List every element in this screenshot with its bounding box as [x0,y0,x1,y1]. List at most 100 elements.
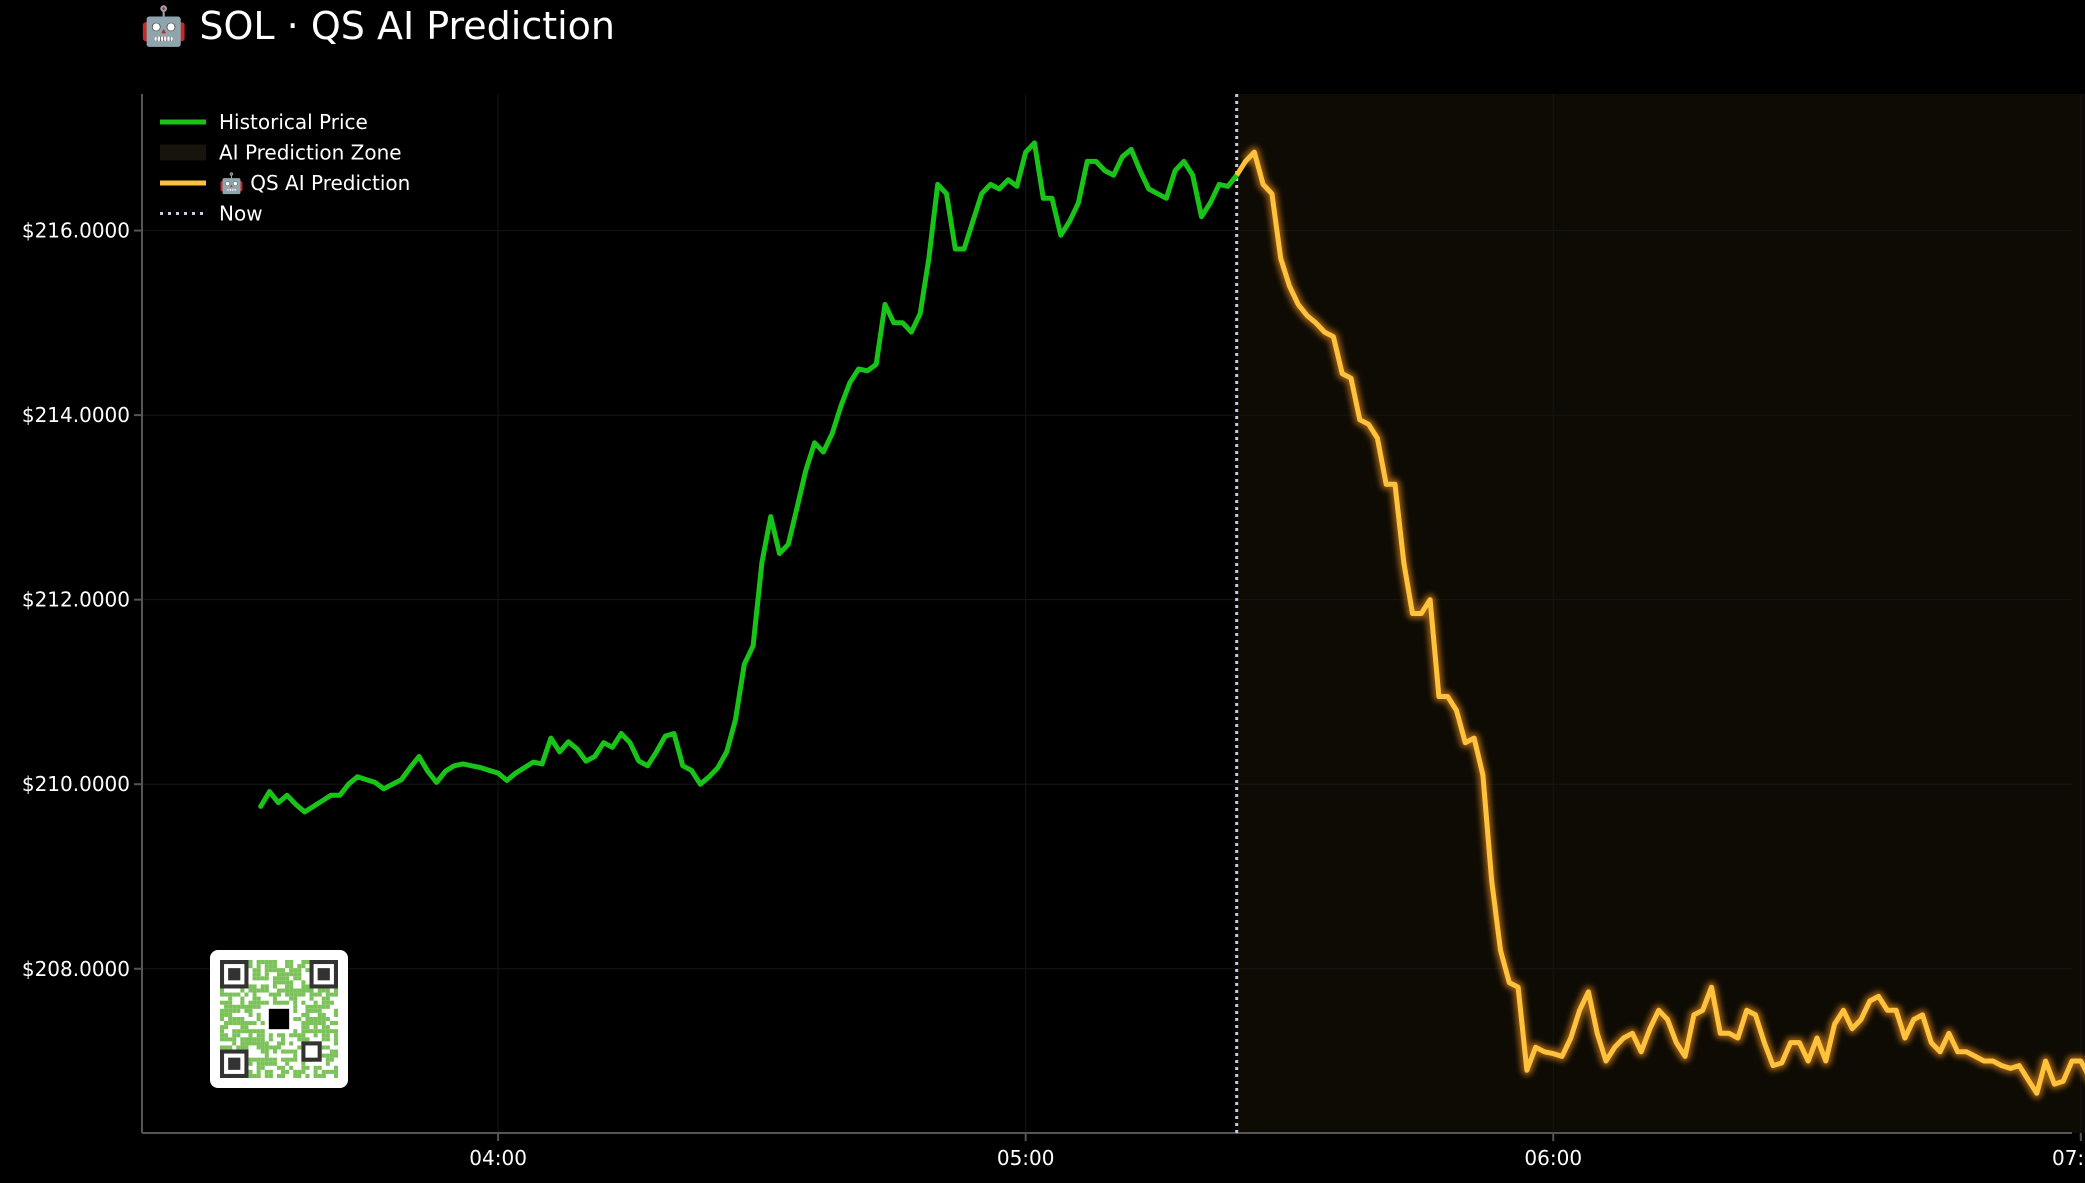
qr-module [272,1049,277,1054]
qr-module [256,1073,261,1078]
qr-module [281,1000,286,1005]
qr-module [325,1069,330,1074]
qr-module [248,1021,253,1026]
qr-module [325,988,330,993]
qr-module [252,1041,257,1046]
qr-module [276,980,282,985]
qr-module [276,988,282,993]
qr-module [220,1016,225,1022]
qr-module [256,996,261,1001]
qr-module [264,1041,269,1046]
qr-module [289,964,294,969]
qr-module [289,1065,294,1070]
qr-module [293,1000,298,1005]
qr-module [260,1033,265,1038]
qr-module [256,976,261,981]
qr-module [252,992,257,997]
qr-module [333,1049,338,1054]
qr-module [272,1061,277,1066]
qr-code-icon [210,950,348,1088]
qr-module [276,1073,282,1078]
qr-module [236,1008,241,1013]
qr-module [333,1037,338,1042]
qr-module [264,1049,269,1054]
qr-module [256,960,261,965]
qr-module [285,960,290,965]
qr-module [293,1004,298,1009]
qr-module [309,1021,314,1026]
qr-module [301,1029,306,1034]
qr-module [285,1061,290,1066]
qr-module [268,1069,273,1074]
qr-module [301,1000,306,1005]
qr-module [232,1037,237,1042]
qr-module [244,992,249,997]
qr-module [264,984,269,989]
qr-module [224,992,229,997]
qr-module [293,1029,298,1034]
qr-module [220,1008,225,1013]
qr-module [301,1065,306,1070]
qr-module [297,972,302,977]
qr-module [248,1061,253,1066]
qr-module [264,1061,269,1066]
qr-module [293,972,298,977]
qr-module [293,1049,298,1054]
qr-module [329,992,334,997]
qr-module [232,1004,237,1009]
qr-module [297,976,302,981]
qr-module [329,1029,334,1034]
chart-title: 🤖 SOL · QS AI Prediction [140,4,615,48]
qr-module [289,984,294,989]
qr-module [236,1016,241,1022]
qr-module [281,1069,286,1074]
qr-module [248,1073,253,1078]
qr-module [297,1073,302,1078]
qr-module [297,1037,302,1042]
qr-module [228,992,233,997]
qr-module [252,988,257,993]
qr-module [317,1021,322,1026]
qr-module [325,1053,330,1058]
qr-module [220,1000,225,1005]
qr-module [333,1073,338,1078]
qr-module [232,1033,237,1038]
qr-module [220,1033,225,1038]
qr-module [301,1021,306,1026]
qr-module [264,964,269,969]
qr-module [252,972,257,977]
qr-module [301,1061,306,1066]
qr-module [260,1049,265,1054]
qr-module [256,1037,261,1042]
qr-module [268,1037,273,1042]
qr-module [301,1012,306,1017]
qr-module [260,1045,265,1050]
qr-module [260,1000,265,1005]
qr-module [309,992,314,997]
qr-module [228,1008,233,1013]
qr-module [321,1073,326,1078]
qr-module [236,1021,241,1026]
y-tick-label: $210.0000 [22,772,130,796]
qr-module [276,1041,282,1046]
qr-module [333,988,338,993]
qr-module [317,1004,322,1009]
qr-module [248,984,253,989]
qr-module [325,1057,330,1062]
qr-module [305,1021,310,1026]
qr-module [264,972,269,977]
qr-module [264,1045,269,1050]
qr-module [285,972,290,977]
qr-module [272,1000,277,1005]
qr-module [256,972,261,977]
x-tick-label: 06:00 [1524,1146,1582,1170]
qr-module [256,1057,261,1062]
qr-module [276,972,282,977]
qr-module [220,1045,225,1050]
qr-module [281,972,286,977]
qr-module [313,1029,318,1034]
qr-module [224,1021,229,1026]
qr-module [289,972,294,977]
qr-module [313,1065,318,1070]
qr-module [297,968,302,973]
